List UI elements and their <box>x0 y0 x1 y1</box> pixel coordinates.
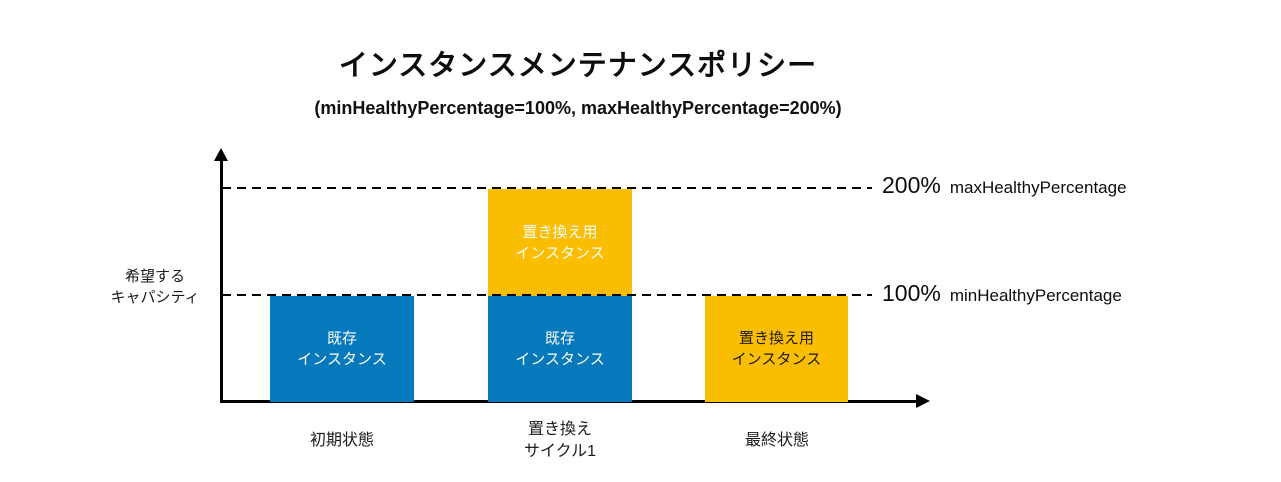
min-healthy-value: 100% <box>882 280 941 306</box>
bar-label: 既存 インスタンス <box>297 330 387 368</box>
bar-label: 既存 インスタンス <box>515 330 605 368</box>
bar-cycle-replacement-instances: 置き換え用 インスタンス <box>488 189 632 296</box>
x-label-initial-state: 初期状態 <box>309 432 374 449</box>
y-axis-arrow-icon <box>214 148 228 161</box>
max-healthy-dashed-line <box>222 187 872 189</box>
chart-title: インスタンスメンテナンスポリシー <box>338 50 818 82</box>
bar-cycle-existing-instances: 既存 インスタンス <box>488 296 632 402</box>
min-healthy-label: 100% minHealthyPercentage <box>882 280 1122 307</box>
x-axis-arrow-icon <box>916 394 930 408</box>
x-label-replacement-cycle: 置き換え サイクル1 <box>523 421 597 460</box>
x-label-final-state: 最終状態 <box>744 432 809 449</box>
y-axis-line <box>220 160 223 402</box>
bar-label: 置き換え用 インスタンス <box>731 330 822 368</box>
max-healthy-label: 200% maxHealthyPercentage <box>882 172 1127 199</box>
bar-initial-existing-instances: 既存 インスタンス <box>270 296 414 402</box>
max-healthy-value: 200% <box>882 172 941 198</box>
bar-label: 置き換え用 インスタンス <box>515 223 605 262</box>
max-healthy-name: maxHealthyPercentage <box>949 178 1127 197</box>
min-healthy-dashed-line <box>222 294 872 296</box>
header: インスタンスメンテナンスポリシー (minHealthyPercentage=1… <box>0 42 1156 119</box>
chart-subtitle: (minHealthyPercentage=100%, maxHealthyPe… <box>314 98 842 118</box>
min-healthy-name: minHealthyPercentage <box>949 286 1122 305</box>
bar-final-replacement-instances: 置き換え用 インスタンス <box>705 296 848 402</box>
y-axis-label: 希望する キャパシティ <box>110 268 200 306</box>
